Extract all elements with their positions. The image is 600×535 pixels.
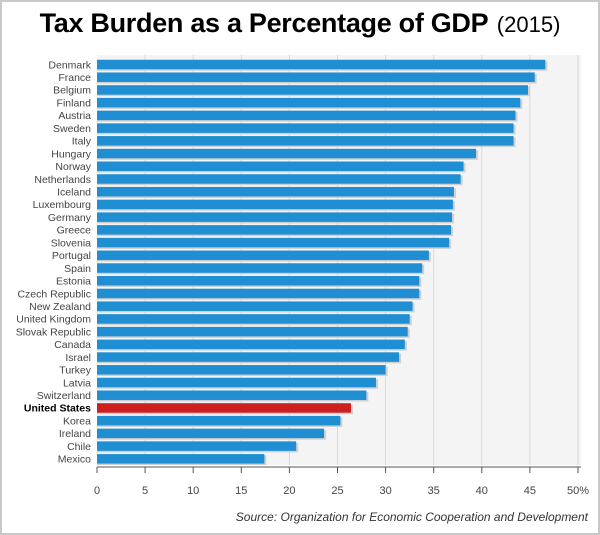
- category-label: Canada: [54, 339, 91, 351]
- bar: [97, 275, 420, 286]
- x-tick-label: 20: [283, 485, 295, 497]
- category-label: Slovenia: [51, 237, 91, 249]
- category-label: Hungary: [51, 148, 91, 160]
- bar: [97, 301, 413, 311]
- bar: [97, 390, 367, 400]
- category-label: Norway: [55, 161, 91, 173]
- category-label: Switzerland: [37, 390, 91, 402]
- category-label: Finland: [57, 97, 92, 109]
- bar-highlight: [97, 403, 351, 413]
- x-tick-label: 30: [379, 485, 391, 497]
- category-label: Latvia: [63, 377, 91, 389]
- bar: [97, 365, 386, 375]
- category-label: Turkey: [59, 365, 91, 377]
- bar: [97, 326, 408, 337]
- category-label: Mexico: [58, 454, 91, 466]
- bar: [97, 314, 410, 324]
- bar: [97, 428, 325, 439]
- category-label: Ireland: [59, 428, 91, 440]
- bar: [97, 225, 452, 235]
- x-tick-label: 45: [524, 485, 536, 497]
- category-label: Luxembourg: [33, 199, 92, 211]
- category-label: Czech Republic: [17, 288, 91, 300]
- bar: [97, 97, 521, 108]
- bar: [97, 263, 423, 273]
- bar: [97, 454, 265, 464]
- x-tick-label: 10: [187, 485, 199, 497]
- bar: [97, 377, 376, 388]
- bar: [97, 148, 477, 159]
- chart-title-main: Tax Burden as a Percentage of GDP: [39, 8, 489, 38]
- category-label: Italy: [72, 136, 92, 148]
- category-label: Slovak Republic: [16, 326, 91, 338]
- category-label: United States: [24, 403, 91, 415]
- category-label: Denmark: [48, 59, 91, 71]
- bar: [97, 339, 405, 350]
- x-tick-label: 5: [142, 485, 148, 497]
- bar: [97, 110, 516, 121]
- bar: [97, 186, 454, 197]
- category-label: New Zealand: [29, 301, 91, 313]
- bar: [97, 237, 450, 248]
- x-tick-label: 35: [428, 485, 440, 497]
- source-note: Source: Organization for Economic Cooper…: [235, 510, 588, 524]
- category-label: Estonia: [56, 276, 91, 288]
- x-tick-label: 40: [476, 485, 488, 497]
- bar: [97, 59, 546, 70]
- bar: [97, 85, 528, 95]
- chart-title: Tax Burden as a Percentage of GDP (2015): [0, 8, 600, 39]
- x-tick-label: 50%: [567, 485, 589, 497]
- bar: [97, 161, 464, 172]
- category-label: Austria: [58, 110, 91, 122]
- category-label: Chile: [67, 441, 91, 453]
- bar: [97, 136, 514, 146]
- bar: [97, 415, 341, 426]
- category-label: Korea: [63, 415, 91, 427]
- category-label: Sweden: [53, 123, 91, 135]
- category-label: Germany: [48, 212, 92, 224]
- bar: [97, 174, 461, 184]
- bar: [97, 250, 429, 261]
- category-label: United Kingdom: [16, 314, 91, 326]
- category-label: Israel: [65, 352, 91, 364]
- category-label: Greece: [57, 225, 92, 237]
- category-label: Portugal: [52, 250, 91, 262]
- category-label: Iceland: [57, 187, 91, 199]
- category-label: Spain: [64, 263, 91, 275]
- bar: [97, 212, 452, 222]
- category-label: Belgium: [53, 85, 91, 97]
- bar: [97, 72, 535, 82]
- category-label: Netherlands: [34, 174, 91, 186]
- bar: [97, 123, 514, 133]
- bar: [97, 441, 297, 451]
- x-tick-label: 0: [94, 485, 100, 497]
- x-tick-label: 25: [331, 485, 343, 497]
- bar: [97, 352, 400, 362]
- x-tick-label: 15: [235, 485, 247, 497]
- bar: [97, 199, 453, 210]
- chart-title-year: (2015): [496, 12, 561, 37]
- category-label: France: [58, 72, 91, 84]
- bar: [97, 288, 420, 299]
